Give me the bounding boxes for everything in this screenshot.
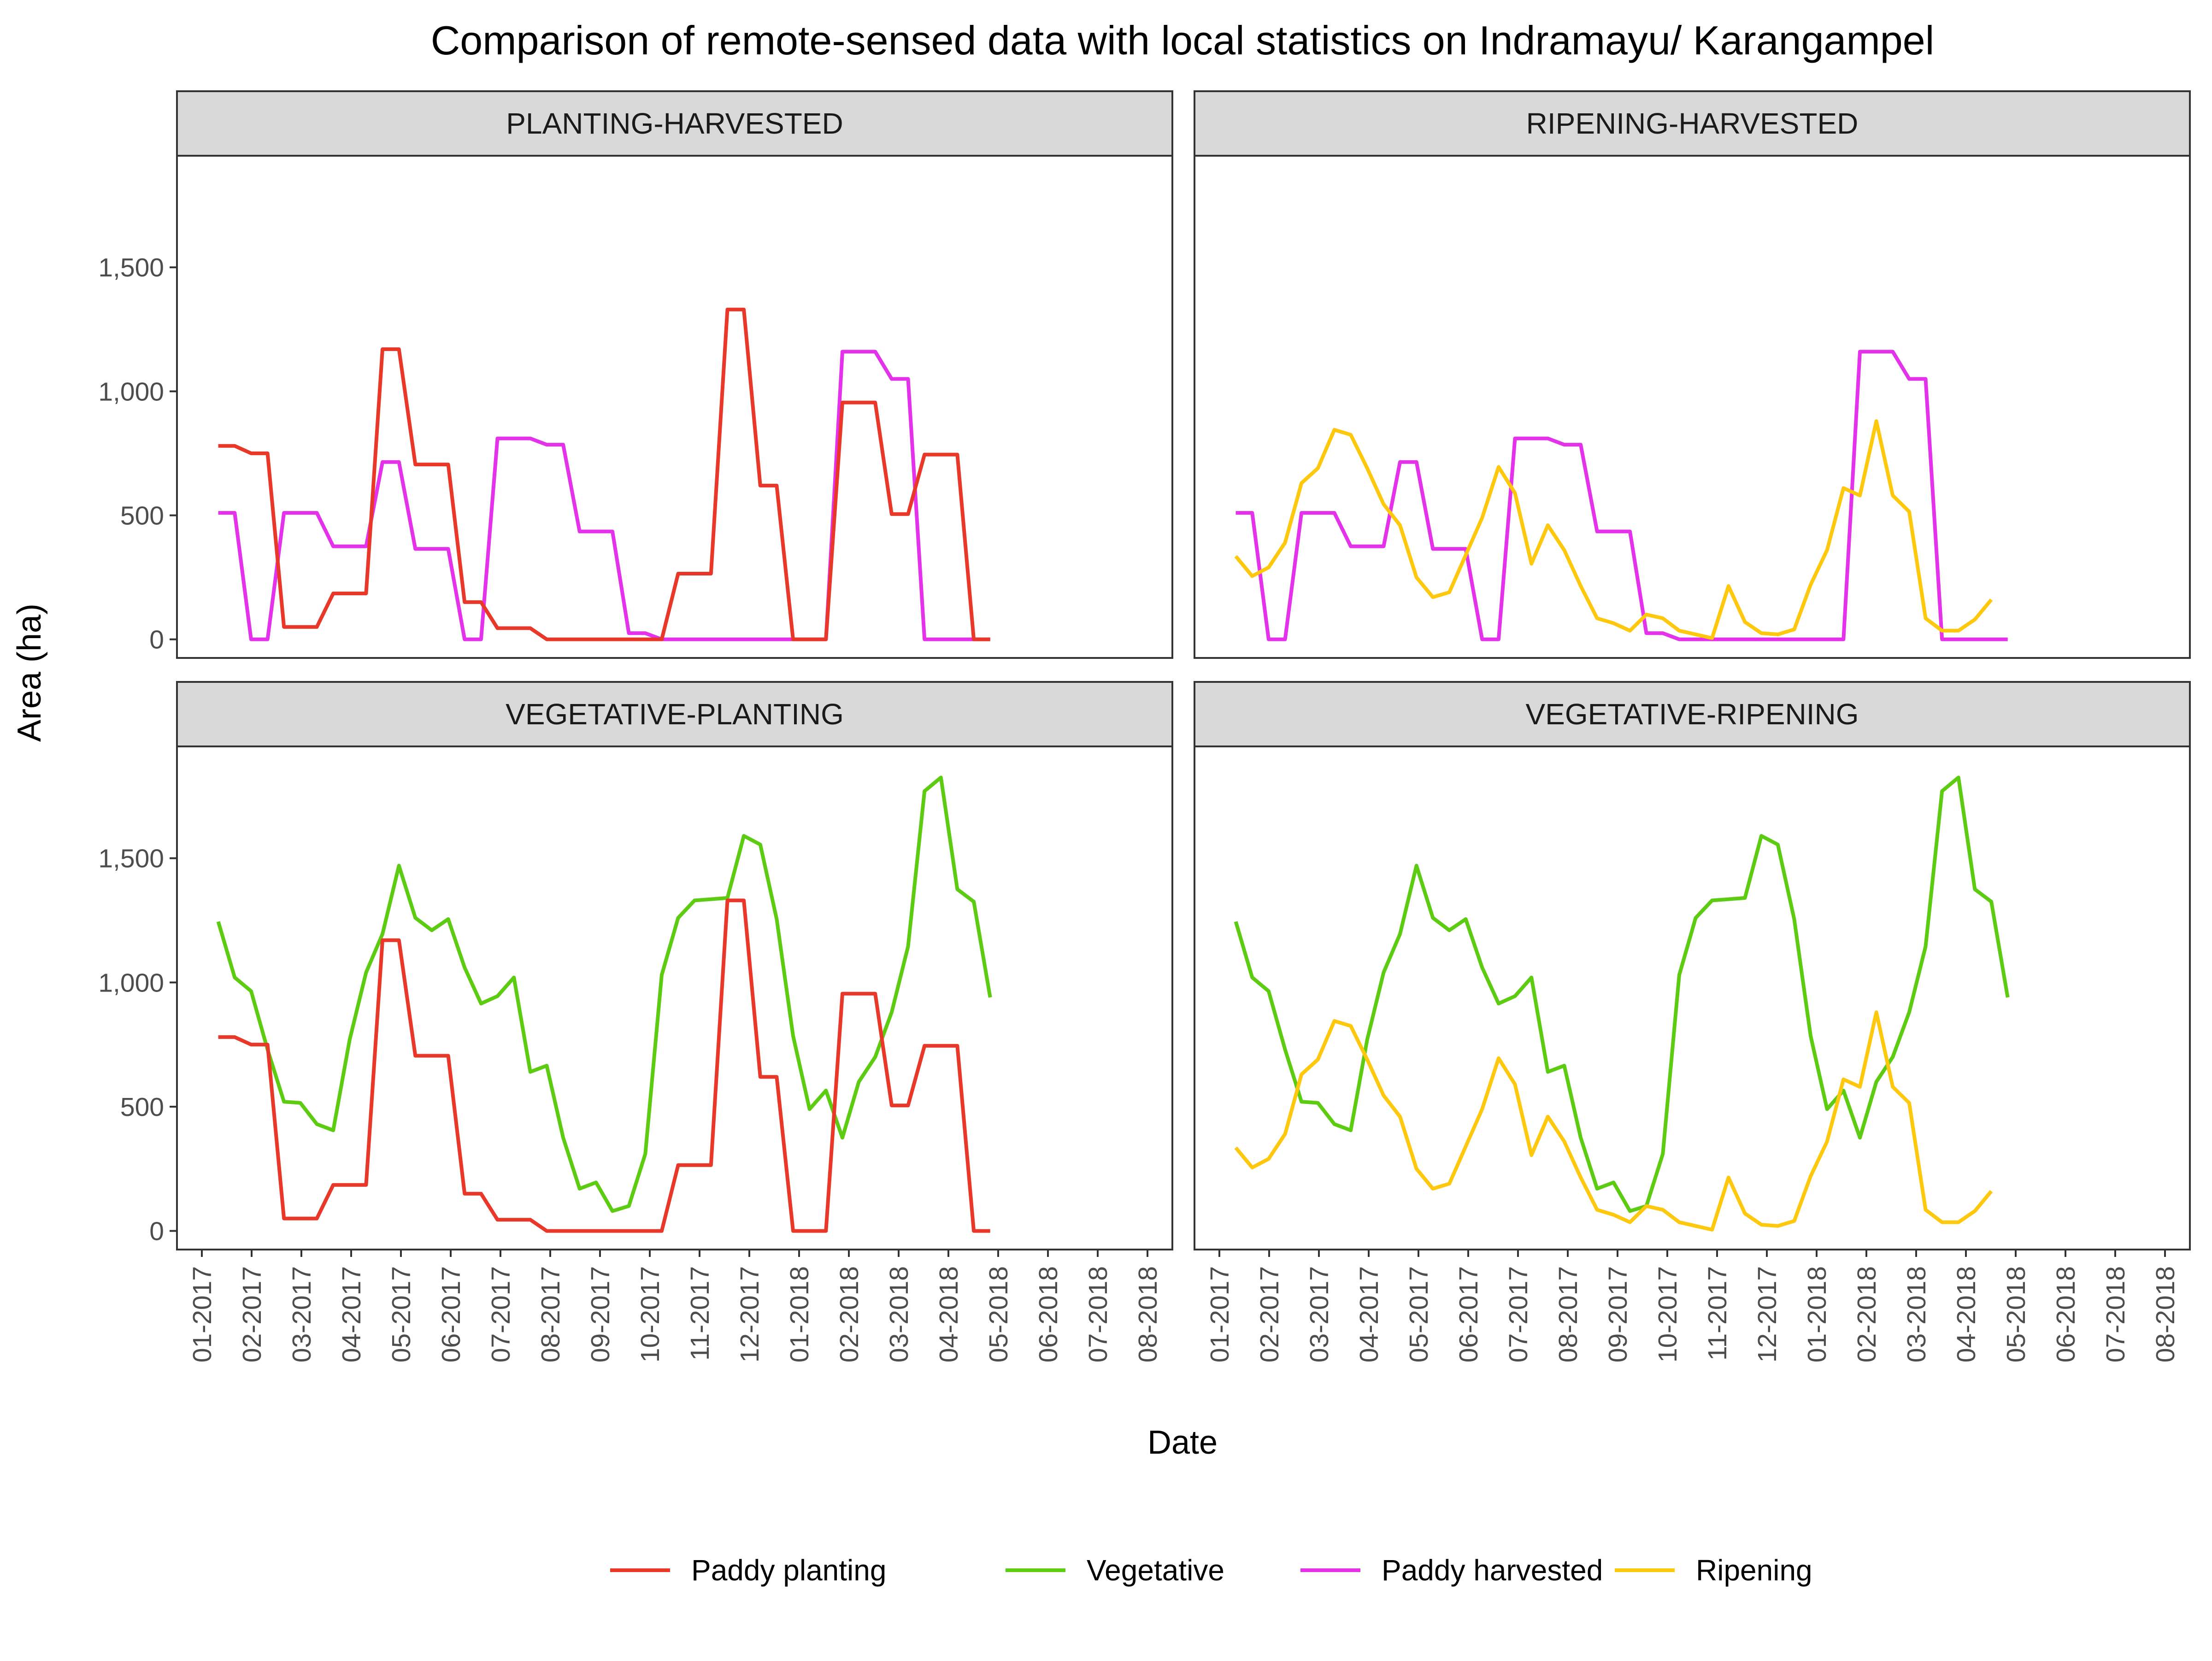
series-line-paddy-planting bbox=[218, 898, 990, 1233]
y-tick-label: 1,000 bbox=[98, 377, 164, 406]
x-tick-label: 08-2018 bbox=[1133, 1266, 1163, 1362]
panel-strip bbox=[1194, 681, 2191, 747]
series-line-ripening bbox=[1234, 1010, 1993, 1232]
series-line-vegetative bbox=[216, 775, 992, 1213]
x-tick-label: 04-2018 bbox=[1952, 1266, 1981, 1362]
x-tick-label: 06-2018 bbox=[1034, 1266, 1063, 1362]
x-axis-title: Date bbox=[1147, 1424, 1218, 1461]
panel-strip-label: VEGETATIVE-RIPENING bbox=[1525, 698, 1859, 731]
legend-label: Paddy harvested bbox=[1382, 1554, 1603, 1587]
legend: Paddy planting Vegetative Paddy harvested R… bbox=[610, 1554, 1812, 1587]
series-line-paddy-harvested bbox=[1235, 350, 2008, 641]
x-tick-label: 11-2017 bbox=[1703, 1266, 1732, 1361]
x-tick-label: 01-2018 bbox=[1802, 1266, 1832, 1362]
y-axis-title: Area (ha) bbox=[11, 604, 48, 742]
legend-item-paddy-harvested: Paddy harvested bbox=[1300, 1554, 1603, 1587]
panel-border bbox=[1194, 155, 2191, 659]
x-tick-label: 07-2018 bbox=[2101, 1266, 2130, 1362]
series-line-paddy-harvested bbox=[218, 350, 990, 641]
x-tick-label: 02-2018 bbox=[1852, 1266, 1882, 1362]
x-tick-label: 03-2017 bbox=[287, 1266, 317, 1362]
x-tick-label: 04-2017 bbox=[1354, 1266, 1384, 1362]
x-tick-label: 07-2018 bbox=[1083, 1266, 1113, 1362]
legend-label: Ripening bbox=[1696, 1554, 1812, 1587]
x-tick-label: 05-2017 bbox=[387, 1266, 416, 1362]
panel-border bbox=[1194, 745, 2191, 1250]
series-line-paddy-planting bbox=[218, 307, 990, 641]
panel-ripening-harvested: RIPENING-HARVESTED bbox=[1194, 90, 2191, 659]
panel-vegetative-ripening: VEGETATIVE-RIPENING 01-2017 02-2017 03-2017… bbox=[1194, 681, 2191, 1362]
panel-border bbox=[176, 155, 1173, 659]
y-tick-label: 500 bbox=[120, 1092, 164, 1122]
x-tick-label: 02-2017 bbox=[1255, 1266, 1284, 1362]
chart-title: Comparison of remote-sensed data with lo… bbox=[431, 18, 1935, 63]
y-tick-label: 0 bbox=[149, 625, 164, 655]
y-tick-label: 1,500 bbox=[98, 844, 164, 874]
x-tick-label: 09-2017 bbox=[586, 1266, 615, 1362]
legend-label: Vegetative bbox=[1087, 1554, 1224, 1587]
y-tick-label: 500 bbox=[120, 501, 164, 530]
x-tick-label: 01-2018 bbox=[785, 1266, 814, 1362]
x-tick-label: 04-2018 bbox=[934, 1266, 964, 1362]
x-tick-label: 03-2018 bbox=[884, 1266, 914, 1362]
panel-strip bbox=[176, 90, 1173, 157]
panel-plot-area bbox=[1194, 746, 2190, 1250]
legend-item-paddy-planting: Paddy planting bbox=[610, 1554, 886, 1587]
x-tick-label: 06-2017 bbox=[436, 1266, 466, 1362]
x-tick-label: 05-2018 bbox=[2001, 1266, 2031, 1362]
x-tick-label: 03-2018 bbox=[1902, 1266, 1931, 1362]
x-tick-label: 06-2018 bbox=[2051, 1266, 2081, 1362]
panel-planting-harvested: PLANTING-HARVESTED 0 500 1,000 1,500 bbox=[98, 90, 1173, 659]
x-tick-label: 05-2017 bbox=[1404, 1266, 1434, 1362]
x-tick-label: 04-2017 bbox=[337, 1266, 366, 1362]
panel-vegetative-planting: VEGETATIVE-PLANTING 0 500 1,000 1,500 01-2017… bbox=[98, 681, 1173, 1362]
x-tick-label: 07-2017 bbox=[486, 1266, 516, 1362]
x-tick-label: 06-2017 bbox=[1454, 1266, 1483, 1362]
y-tick-label: 0 bbox=[149, 1217, 164, 1246]
x-tick-label: 05-2018 bbox=[984, 1266, 1013, 1362]
x-tick-label: 02-2017 bbox=[237, 1266, 267, 1362]
panel-strip-label: VEGETATIVE-PLANTING bbox=[506, 698, 844, 731]
x-tick-label: 01-2017 bbox=[188, 1266, 217, 1362]
x-tick-label: 09-2017 bbox=[1603, 1266, 1633, 1362]
x-tick-label: 12-2017 bbox=[735, 1266, 765, 1362]
panel-border bbox=[176, 745, 1173, 1250]
legend-item-vegetative: Vegetative bbox=[1006, 1554, 1224, 1587]
x-tick-label: 08-2017 bbox=[1553, 1266, 1583, 1362]
x-tick-label: 03-2017 bbox=[1305, 1266, 1334, 1362]
panel-plot-area bbox=[177, 156, 1172, 658]
panel-strip bbox=[176, 681, 1173, 747]
y-tick-label: 1,500 bbox=[98, 253, 164, 282]
x-tick-label: 10-2017 bbox=[1653, 1266, 1683, 1362]
x-tick-label: 10-2017 bbox=[635, 1266, 665, 1362]
panel-strip-label: PLANTING-HARVESTED bbox=[506, 107, 843, 140]
panels-layer: PLANTING-HARVESTED 0 500 1,000 1,500 RIPENING… bbox=[98, 90, 2191, 1362]
panel-plot-area bbox=[177, 746, 1172, 1250]
legend-label: Paddy planting bbox=[691, 1554, 886, 1587]
x-tick-label: 08-2017 bbox=[536, 1266, 565, 1362]
panel-strip-label: RIPENING-HARVESTED bbox=[1526, 107, 1859, 140]
panel-plot-area bbox=[1194, 156, 2190, 658]
x-tick-label: 02-2018 bbox=[835, 1266, 864, 1362]
x-tick-label: 07-2017 bbox=[1504, 1266, 1533, 1362]
x-tick-label: 11-2017 bbox=[685, 1266, 715, 1361]
legend-item-ripening: Ripening bbox=[1615, 1554, 1812, 1587]
series-line-ripening bbox=[1234, 419, 1993, 640]
x-tick-label: 12-2017 bbox=[1753, 1266, 1782, 1362]
y-tick-label: 1,000 bbox=[98, 968, 164, 998]
x-tick-label: 01-2017 bbox=[1205, 1266, 1235, 1362]
panel-strip bbox=[1194, 90, 2191, 157]
x-tick-label: 08-2018 bbox=[2151, 1266, 2180, 1362]
